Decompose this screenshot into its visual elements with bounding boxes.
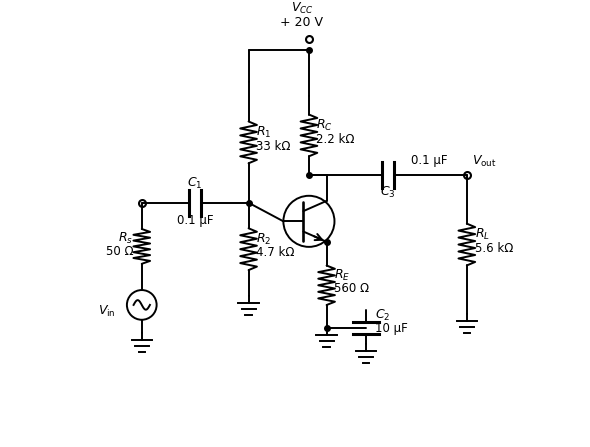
Text: $R_s$: $R_s$ bbox=[119, 231, 133, 245]
Text: $R_E$: $R_E$ bbox=[333, 267, 350, 283]
Text: $C_2$: $C_2$ bbox=[375, 308, 391, 323]
Text: $R_C$: $R_C$ bbox=[316, 118, 333, 133]
Text: 10 μF: 10 μF bbox=[375, 322, 408, 335]
Text: $V_{\mathrm{out}}$: $V_{\mathrm{out}}$ bbox=[473, 154, 497, 169]
Text: 0.1 μF: 0.1 μF bbox=[411, 155, 448, 168]
Text: 5.6 kΩ: 5.6 kΩ bbox=[475, 242, 513, 255]
Text: 560 Ω: 560 Ω bbox=[333, 283, 369, 295]
Text: 33 kΩ: 33 kΩ bbox=[255, 139, 290, 152]
Text: $R_1$: $R_1$ bbox=[255, 125, 271, 140]
Text: $V_{\mathrm{in}}$: $V_{\mathrm{in}}$ bbox=[99, 304, 116, 320]
Text: $R_L$: $R_L$ bbox=[475, 227, 490, 242]
Text: $V_{CC}$: $V_{CC}$ bbox=[291, 1, 313, 16]
Text: 50 Ω: 50 Ω bbox=[106, 245, 133, 257]
Text: + 20 V: + 20 V bbox=[280, 16, 323, 29]
Text: $C_1$: $C_1$ bbox=[188, 176, 203, 191]
Text: 0.1 μF: 0.1 μF bbox=[177, 214, 214, 227]
Text: 2.2 kΩ: 2.2 kΩ bbox=[316, 133, 355, 146]
Text: $C_3$: $C_3$ bbox=[380, 185, 396, 200]
Text: 4.7 kΩ: 4.7 kΩ bbox=[255, 246, 294, 259]
Text: $R_2$: $R_2$ bbox=[255, 232, 271, 247]
